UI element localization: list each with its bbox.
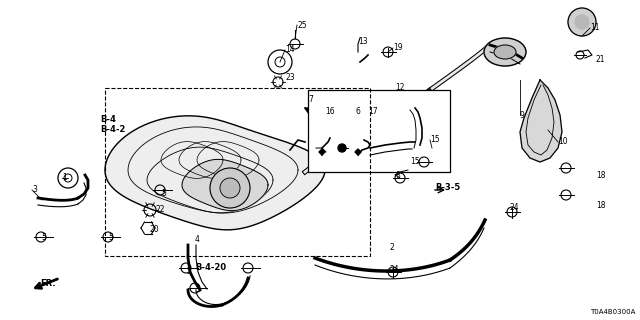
Text: 16: 16 — [325, 108, 335, 116]
Polygon shape — [105, 116, 325, 230]
Text: 11: 11 — [590, 23, 600, 33]
Text: 5: 5 — [195, 285, 200, 294]
Polygon shape — [305, 108, 313, 112]
Text: 18: 18 — [596, 201, 605, 210]
Text: 8: 8 — [395, 171, 400, 180]
Text: 23: 23 — [285, 74, 294, 83]
Text: B-4-2: B-4-2 — [100, 125, 125, 134]
Text: 15: 15 — [430, 135, 440, 145]
Circle shape — [568, 8, 596, 36]
Text: 14: 14 — [285, 45, 294, 54]
Text: 10: 10 — [558, 138, 568, 147]
Text: 1: 1 — [62, 173, 67, 182]
Text: 3: 3 — [32, 186, 37, 195]
Text: FR.: FR. — [40, 279, 56, 289]
Text: 24: 24 — [390, 266, 399, 275]
Circle shape — [338, 144, 346, 152]
Text: 2: 2 — [390, 244, 395, 252]
Text: 25: 25 — [297, 20, 307, 29]
Text: 5: 5 — [186, 268, 191, 276]
Polygon shape — [182, 159, 268, 211]
Text: 18: 18 — [596, 171, 605, 180]
Polygon shape — [319, 149, 325, 155]
Text: 15: 15 — [410, 157, 420, 166]
Text: 22: 22 — [155, 205, 164, 214]
Text: 5: 5 — [161, 188, 166, 197]
Text: 5: 5 — [41, 233, 46, 242]
Ellipse shape — [484, 38, 526, 66]
Text: 4: 4 — [195, 236, 200, 244]
Text: 13: 13 — [358, 37, 367, 46]
Text: 7: 7 — [308, 95, 313, 105]
Text: 17: 17 — [368, 108, 378, 116]
Polygon shape — [520, 80, 562, 162]
Text: 6: 6 — [355, 108, 360, 116]
Text: 5: 5 — [108, 233, 113, 242]
Bar — [105, 88, 370, 256]
Text: T0A4B0300A: T0A4B0300A — [589, 309, 635, 315]
Circle shape — [210, 168, 250, 208]
Text: 12: 12 — [395, 84, 404, 92]
Text: 21: 21 — [595, 55, 605, 65]
Text: 9: 9 — [520, 110, 525, 119]
Circle shape — [575, 15, 589, 29]
Ellipse shape — [494, 45, 516, 59]
Text: 19: 19 — [393, 44, 403, 52]
Text: 20: 20 — [150, 226, 159, 235]
Polygon shape — [355, 149, 361, 155]
Text: B-4: B-4 — [100, 116, 116, 124]
Text: B-3-5: B-3-5 — [435, 182, 460, 191]
Circle shape — [220, 178, 240, 198]
Text: B-4-20: B-4-20 — [195, 263, 226, 273]
Bar — [308, 90, 450, 172]
Text: 24: 24 — [510, 204, 520, 212]
